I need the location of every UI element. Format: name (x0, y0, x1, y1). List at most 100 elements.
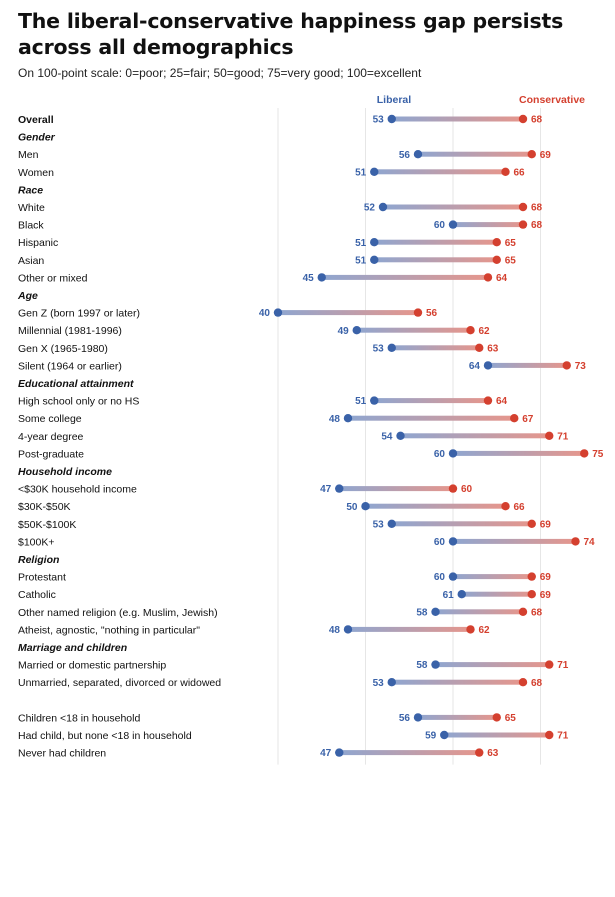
row-50k-100k: $50K-$100K 53 69 (18, 519, 551, 531)
row-other-or-mixed: Other or mixed 45 64 (18, 272, 508, 284)
row-label: Unmarried, separated, divorced or widowe… (18, 677, 221, 689)
gap-bar (488, 362, 567, 368)
conservative-point (510, 414, 519, 423)
row-black: Black 60 68 (18, 220, 543, 232)
gap-bar (453, 574, 532, 580)
gap-bar (391, 521, 532, 527)
liberal-point (370, 238, 379, 247)
gap-bar (278, 310, 418, 316)
liberal-point (387, 343, 396, 352)
row-men: Men 56 69 (18, 149, 551, 161)
group-heading-marriage-and-children: Marriage and children (18, 642, 127, 654)
row-30k-50k: $30K-$50K 50 66 (18, 501, 525, 513)
row-unmarried-separated-divorced-or-widowed: Unmarried, separated, divorced or widowe… (18, 677, 543, 689)
conservative-point (527, 590, 536, 599)
liberal-value-label: 60 (434, 449, 446, 460)
row-white: White 52 68 (18, 202, 543, 214)
row-label: Asian (18, 255, 44, 267)
row-label: 4-year degree (18, 431, 84, 443)
liberal-point (448, 537, 458, 546)
conservative-point (527, 519, 536, 528)
row-high-school-only-or-no-hs: High school only or no HS 51 64 (18, 396, 508, 408)
liberal-value-label: 53 (373, 519, 385, 530)
conservative-point (527, 572, 536, 581)
conservative-value-label: 64 (496, 396, 508, 407)
row-label: $30K-$50K (18, 501, 71, 513)
liberal-point (448, 449, 458, 458)
gap-bar (453, 222, 523, 228)
liberal-point (387, 114, 396, 124)
liberal-point (273, 308, 283, 317)
conservative-point (466, 625, 475, 634)
row-label: Some college (18, 413, 82, 425)
liberal-value-label: 64 (469, 361, 481, 372)
row-label: Hispanic (18, 237, 58, 249)
conservative-point (501, 167, 510, 176)
gap-bar (321, 274, 488, 280)
liberal-point (335, 748, 344, 757)
conservative-point (562, 361, 571, 370)
liberal-point (396, 431, 405, 440)
row-label: $50K-$100K (18, 519, 76, 531)
row-protestant: Protestant 60 69 (18, 572, 551, 584)
liberal-value-label: 47 (320, 748, 332, 759)
liberal-value-label: 60 (434, 537, 446, 548)
row-women: Women 51 66 (18, 167, 525, 179)
row-some-college: Some college 48 67 (18, 413, 534, 425)
row-asian: Asian 51 65 (18, 255, 516, 267)
liberal-point (343, 414, 353, 423)
liberal-point (370, 396, 379, 405)
conservative-point (580, 449, 589, 458)
liberal-value-label: 51 (355, 255, 367, 266)
row-label: Post-graduate (18, 448, 84, 460)
conservative-value-label: 71 (557, 731, 569, 742)
conservative-value-label: 73 (575, 361, 587, 372)
row-label: Atheist, agnostic, "nothing in particula… (18, 624, 200, 636)
conservative-point (518, 202, 528, 212)
liberal-point (431, 607, 440, 616)
conservative-point (492, 238, 501, 247)
gap-bar (383, 204, 523, 210)
liberal-value-label: 51 (355, 167, 367, 178)
conservative-point (545, 660, 554, 669)
conservative-value-label: 60 (461, 484, 473, 495)
conservative-value-label: 65 (505, 255, 517, 266)
gap-bar (391, 345, 480, 351)
group-heading-educational-attainment: Educational attainment (18, 378, 134, 390)
liberal-value-label: 50 (346, 502, 358, 513)
liberal-value-label: 47 (320, 484, 332, 495)
conservative-value-label: 67 (522, 414, 534, 425)
liberal-value-label: 59 (425, 731, 437, 742)
conservative-value-label: 62 (479, 625, 491, 636)
conservative-value-label: 69 (540, 590, 552, 601)
row-label: Silent (1964 or earlier) (18, 360, 122, 372)
row-label: Overall (18, 114, 54, 126)
liberal-point (370, 255, 379, 264)
conservative-point (518, 678, 528, 687)
conservative-value-label: 56 (426, 308, 438, 319)
liberal-value-label: 58 (416, 607, 428, 618)
gap-bar (418, 151, 532, 157)
liberal-value-label: 53 (373, 343, 385, 354)
row-children-18-in-household: Children <18 in household 56 65 (18, 712, 516, 724)
conservative-value-label: 65 (505, 713, 517, 724)
gap-bar (374, 239, 497, 245)
liberal-point (370, 167, 379, 176)
liberal-point (431, 660, 440, 669)
gap-bar (339, 750, 480, 756)
conservative-point (518, 607, 528, 616)
conservative-point (492, 255, 501, 264)
gap-bar (435, 662, 550, 668)
legend-liberal: Liberal (377, 94, 412, 106)
row-label: Married or domestic partnership (18, 660, 166, 672)
row-label: Black (18, 220, 44, 232)
gap-bar (374, 169, 506, 175)
liberal-value-label: 61 (443, 590, 455, 601)
row-catholic: Catholic 61 69 (18, 589, 551, 601)
gap-bar (461, 591, 532, 597)
row-gen-x-1965-1980: Gen X (1965-1980) 53 63 (18, 343, 499, 355)
liberal-point (413, 150, 423, 159)
conservative-value-label: 64 (496, 273, 508, 284)
liberal-value-label: 52 (364, 203, 376, 214)
